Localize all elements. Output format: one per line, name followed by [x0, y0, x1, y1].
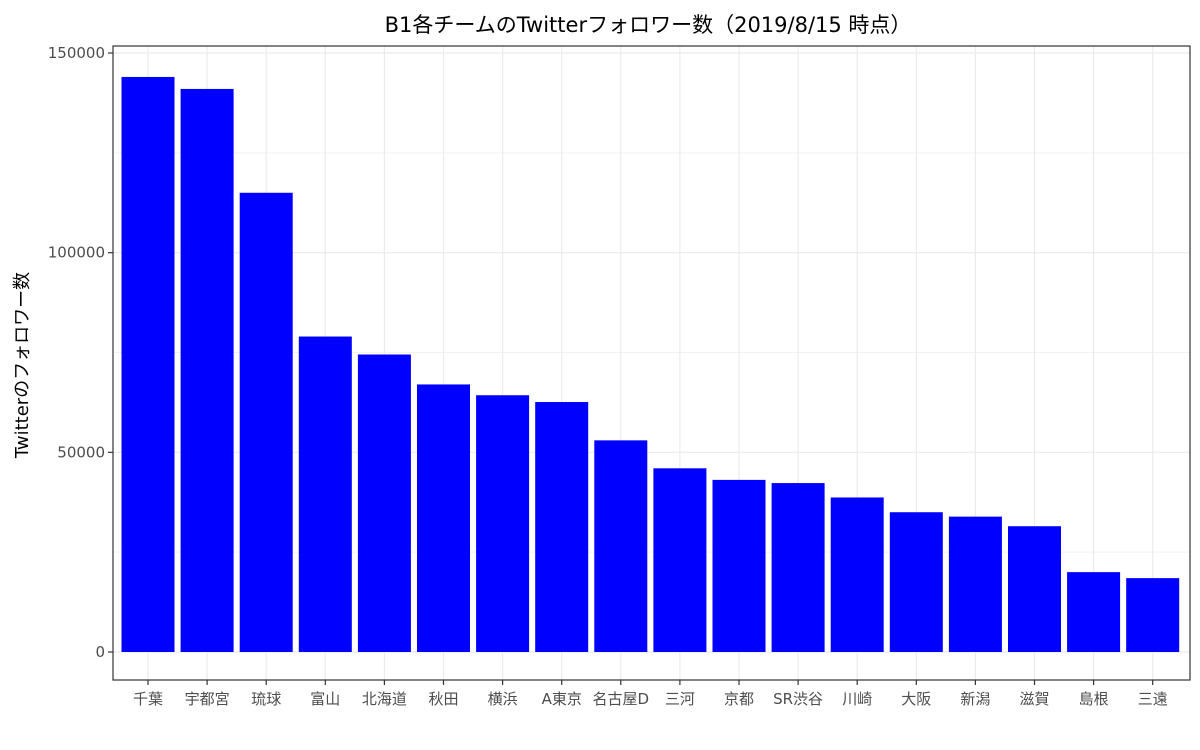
- bar: [1067, 572, 1121, 652]
- bar: [1126, 578, 1180, 652]
- bar: [653, 468, 707, 652]
- x-axis: 千葉 宇都宮 琉球 富山 北海道 秋田 横浜 A東京 名古屋D 三河 京都 SR渋谷 川崎 大阪 新潟 滋賀 島…: [133, 680, 1168, 708]
- x-category-label: 富山: [310, 690, 340, 708]
- x-category-label: 秋田: [428, 690, 458, 708]
- x-category-label: 千葉: [133, 690, 163, 708]
- plot-panel-border: [112, 45, 1191, 681]
- x-category-label: 名古屋D: [593, 690, 650, 708]
- bar: [357, 354, 411, 652]
- bar: [594, 440, 648, 652]
- bar: [121, 76, 175, 652]
- y-tick-label: 0: [95, 643, 105, 661]
- y-axis-title: Twitterのフォロワー数: [12, 272, 33, 459]
- y-tick-label: 50000: [57, 443, 105, 461]
- y-axis: 0 50000 100000 150000: [48, 44, 113, 661]
- x-category-label: 三遠: [1138, 690, 1168, 708]
- x-category-label: 京都: [724, 690, 754, 708]
- x-category-label: 琉球: [251, 690, 281, 708]
- x-category-label: A東京: [542, 690, 582, 708]
- bar: [239, 192, 293, 652]
- bar: [830, 497, 884, 652]
- bar: [180, 88, 234, 652]
- x-category-label: 川崎: [842, 690, 872, 708]
- bar: [535, 402, 589, 652]
- bar: [476, 395, 530, 652]
- y-tick-label: 100000: [48, 244, 105, 262]
- x-category-label: 大阪: [901, 690, 931, 708]
- x-category-label: 滋賀: [1019, 690, 1049, 708]
- x-category-label: 宇都宮: [185, 690, 230, 708]
- x-category-label: 三河: [665, 690, 695, 708]
- bars: [121, 76, 1180, 652]
- x-category-label: 新潟: [960, 690, 990, 708]
- bar: [889, 512, 943, 652]
- x-category-label: SR渋谷: [773, 690, 823, 708]
- bar: [712, 479, 766, 652]
- chart-title: B1各チームのTwitterフォロワー数（2019/8/15 時点）: [385, 13, 912, 37]
- y-tick-label: 150000: [48, 44, 105, 62]
- bar: [771, 483, 825, 652]
- bar: [417, 384, 470, 652]
- x-category-label: 北海道: [362, 690, 407, 708]
- bar: [948, 516, 1002, 652]
- x-category-label: 島根: [1079, 690, 1109, 708]
- bar: [298, 336, 352, 652]
- x-category-label: 横浜: [488, 690, 518, 708]
- bar: [1008, 526, 1061, 652]
